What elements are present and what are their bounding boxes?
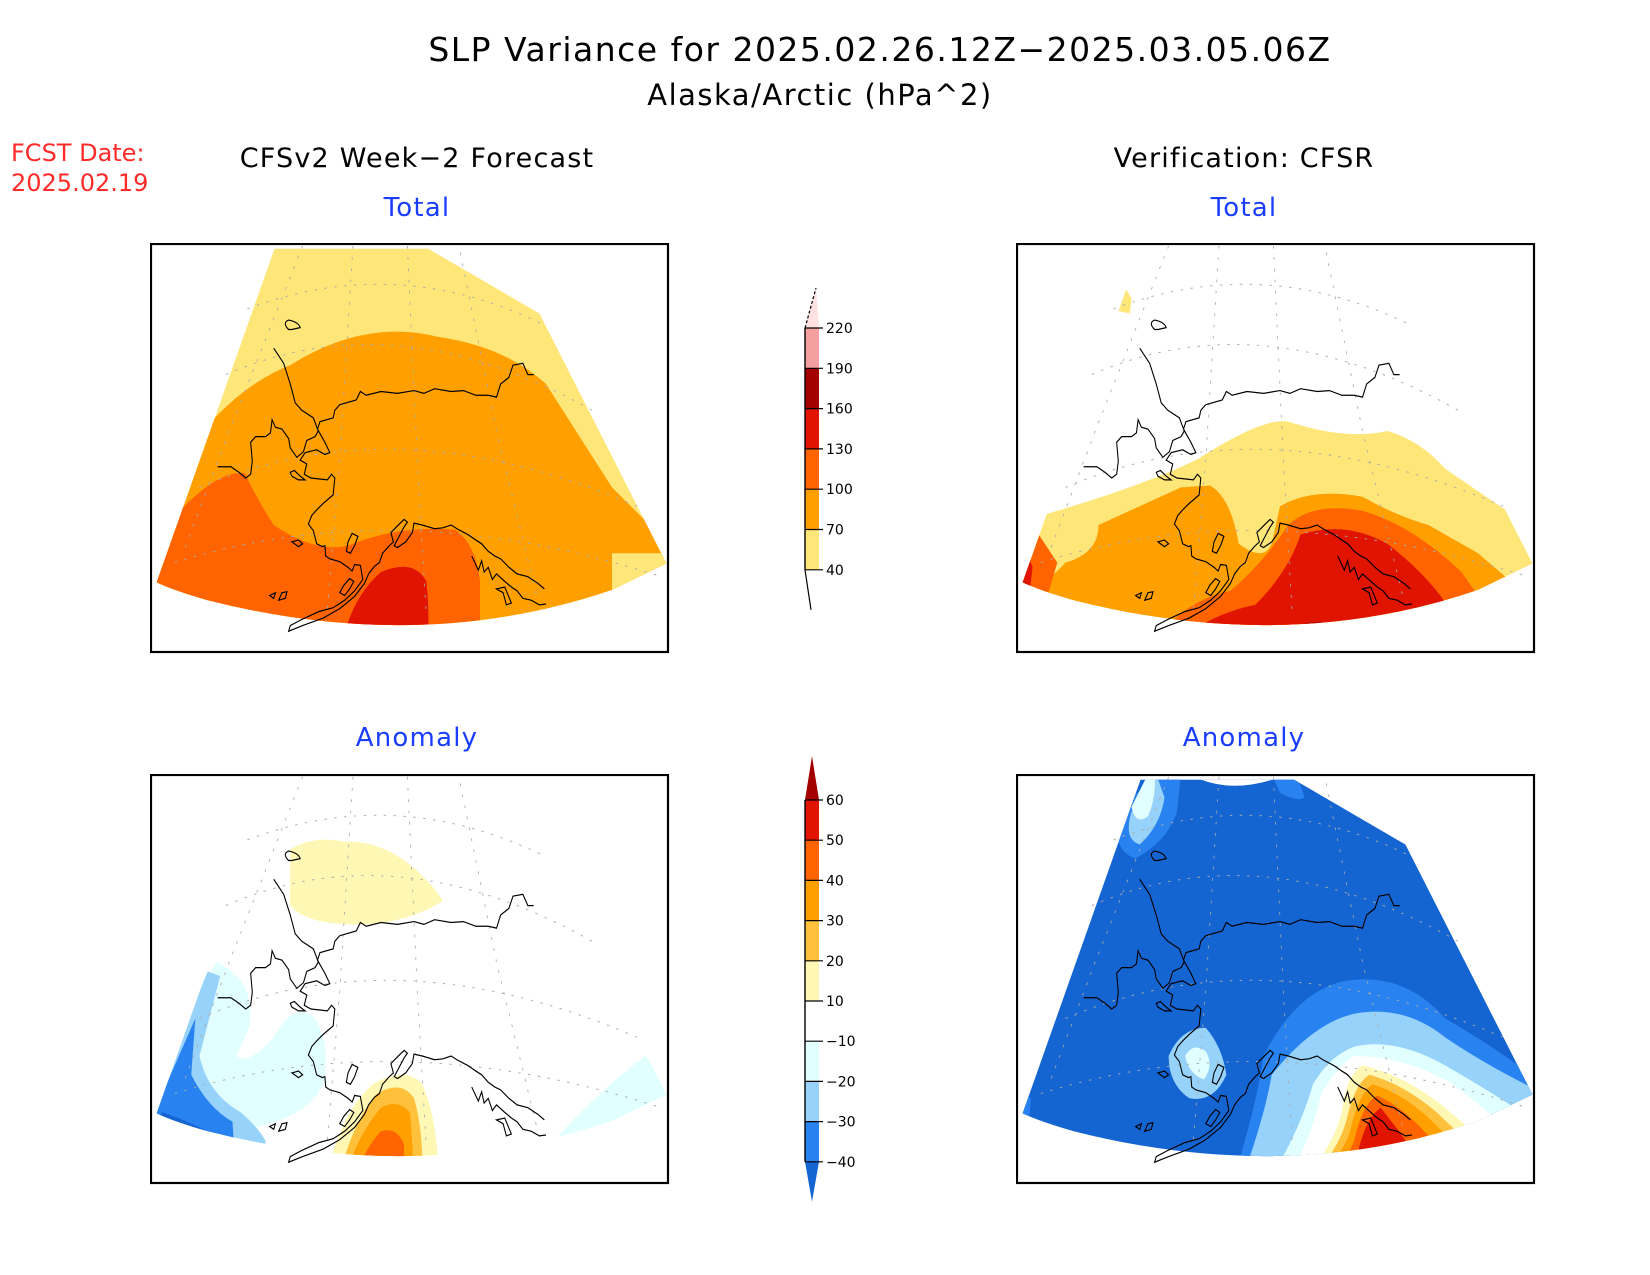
colorbar-extend-high [805, 288, 819, 328]
colorbar-tick-label: −30 [826, 1115, 856, 1131]
colorbar-box [805, 529, 819, 570]
colorbar-box [805, 960, 819, 1001]
colorbar-extend-low [804, 569, 812, 610]
colorbar-tick-label: 130 [826, 442, 853, 458]
contour-10-20 [290, 839, 443, 925]
colorbar-box [805, 1081, 819, 1122]
colorbar-tick-label: 10 [826, 994, 844, 1010]
colorbar-tick-label: 220 [826, 321, 853, 337]
colorbar-box [805, 880, 819, 921]
contour-50-60 [369, 1159, 395, 1185]
colorbar-box [805, 840, 819, 881]
colorbar-box [805, 448, 819, 490]
colorbar-box [805, 408, 819, 449]
contour-above-60 [1309, 1161, 1387, 1185]
colorbar-box [805, 920, 819, 961]
forecast-column-title: CFSv2 Week−2 Forecast [239, 143, 595, 174]
total-colorbar: 220 190 160 130 100 70 40 [804, 287, 853, 610]
forecast-anomaly-map [150, 774, 670, 1185]
map-frame [150, 243, 670, 654]
map-frame [1016, 774, 1536, 1185]
verification-total-label: Total [1210, 193, 1278, 223]
forecast-total-label: Total [383, 193, 451, 223]
verification-anomaly-map [1016, 774, 1536, 1185]
contour-40-50 [352, 1130, 405, 1157]
colorbar-box [805, 328, 819, 369]
verification-column-title: Verification: CFSR [1113, 143, 1375, 174]
contour-160-190 [1180, 622, 1330, 626]
colorbar-box [805, 1121, 819, 1162]
colorbar-tick-label: −10 [826, 1034, 856, 1050]
colorbar-tick-label: −20 [826, 1074, 856, 1090]
colorbar-tick-label: 60 [826, 793, 844, 809]
colorbar-box [805, 368, 819, 409]
colorbar-box [805, 1041, 819, 1082]
contour-50-60 [1304, 1107, 1412, 1157]
colorbar-box [805, 800, 819, 841]
map-frame [150, 774, 670, 1185]
contour-130-160 [339, 566, 429, 626]
colorbar-tick-label: 30 [826, 914, 844, 930]
colorbar-tick-label: 70 [826, 523, 844, 539]
fcst-date-label: FCST Date: [11, 139, 145, 167]
verification-total-map [1016, 243, 1536, 654]
colorbar-tick-label: 100 [826, 482, 853, 498]
colorbar-tick-label: 50 [826, 833, 844, 849]
colorbar-extend-low [805, 1161, 819, 1202]
fcst-date: FCST Date: 2025.02.19 [11, 138, 148, 198]
forecast-anomaly-label: Anomaly [355, 723, 479, 753]
colorbar-tick-label: 40 [826, 873, 844, 889]
fcst-date-value: 2025.02.19 [11, 169, 149, 197]
colorbar-tick-label: 160 [826, 402, 853, 418]
forecast-total-map [150, 243, 670, 654]
colorbar-extend-high [805, 756, 819, 800]
anomaly-colorbar: 60 50 40 30 20 10 −10 −20 −30 −40 [804, 756, 856, 1202]
main-title: SLP Variance for 2025.02.26.12Z−2025.03.… [428, 30, 1332, 69]
colorbar-tick-label: 20 [826, 954, 844, 970]
colorbar-tick-label: 190 [826, 361, 853, 377]
colorbar-tick-label: −40 [826, 1155, 856, 1171]
colorbar-box [805, 1001, 819, 1042]
map-frame [1016, 243, 1536, 654]
colorbar-tick-label: 40 [826, 563, 844, 579]
subtitle: Alaska/Arctic (hPa^2) [647, 78, 993, 112]
colorbar-box [805, 489, 819, 530]
verification-anomaly-label: Anomaly [1182, 723, 1306, 753]
